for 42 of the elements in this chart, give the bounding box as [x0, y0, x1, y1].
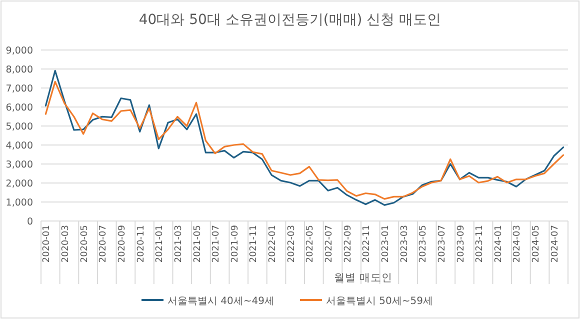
legend-label: 서울특별시 50세~59세 [326, 296, 434, 307]
x-tick-label: 2022-05 [306, 225, 316, 263]
x-tick-label: 2021-07 [212, 225, 222, 263]
y-tick-label: 4,000 [6, 140, 33, 152]
x-tick-label: 2022-11 [362, 225, 372, 263]
x-axis-title: 월별 매도인 [334, 272, 392, 284]
x-tick-label: 2023-01 [380, 225, 391, 263]
x-tick-label: 2022-09 [343, 224, 354, 263]
x-tick-label: 2024-05 [532, 225, 542, 263]
x-tick-label: 2021-09 [230, 224, 240, 263]
x-tick-label: 2020-11 [136, 225, 146, 263]
x-tick-label: 2020-01 [42, 225, 52, 263]
x-tick-label: 2024-03 [512, 225, 523, 263]
x-tick-label: 2021-01 [155, 225, 166, 263]
y-tick-label: 3,000 [6, 160, 33, 170]
x-tick-label: 2020-09 [117, 224, 128, 263]
y-tick-label: 6,000 [6, 102, 33, 114]
x-tick-label: 2023-03 [400, 225, 410, 263]
x-tick-label: 2020-07 [98, 225, 109, 263]
x-tick-label: 2023-11 [475, 225, 486, 263]
y-tick-label: 9,000 [6, 46, 33, 56]
x-tick-label: 2022-01 [268, 225, 278, 263]
x-tick-label: 2022-07 [324, 225, 335, 263]
x-tick-label: 2021-11 [249, 225, 260, 263]
x-tick-label: 2024-01 [494, 225, 504, 263]
x-tick-label: 2023-07 [437, 225, 448, 263]
x-tick-label: 2021-05 [192, 225, 203, 263]
y-tick-label: 7,000 [6, 84, 33, 94]
x-tick-label: 2023-09 [456, 224, 466, 263]
x-tick-label: 2020-05 [80, 225, 90, 263]
x-tick-label: 2022-03 [286, 225, 297, 263]
y-tick-label: 0 [26, 216, 33, 228]
x-tick-label: 2023-05 [418, 225, 429, 263]
y-tick-label: 8,000 [6, 64, 33, 76]
chart-title: 40대와 50대 소유권이전등기(매매) 신청 매도인 [138, 12, 442, 28]
x-tick-label: 2021-03 [174, 225, 184, 263]
x-tick-label: 2024-07 [550, 225, 560, 263]
x-tick-label: 2020-03 [61, 225, 72, 263]
y-tick-label: 2,000 [6, 178, 33, 190]
legend-label: 서울특별시 40세~49세 [168, 296, 275, 307]
y-tick-label: 5,000 [6, 122, 33, 132]
y-tick-label: 1,000 [6, 198, 33, 208]
